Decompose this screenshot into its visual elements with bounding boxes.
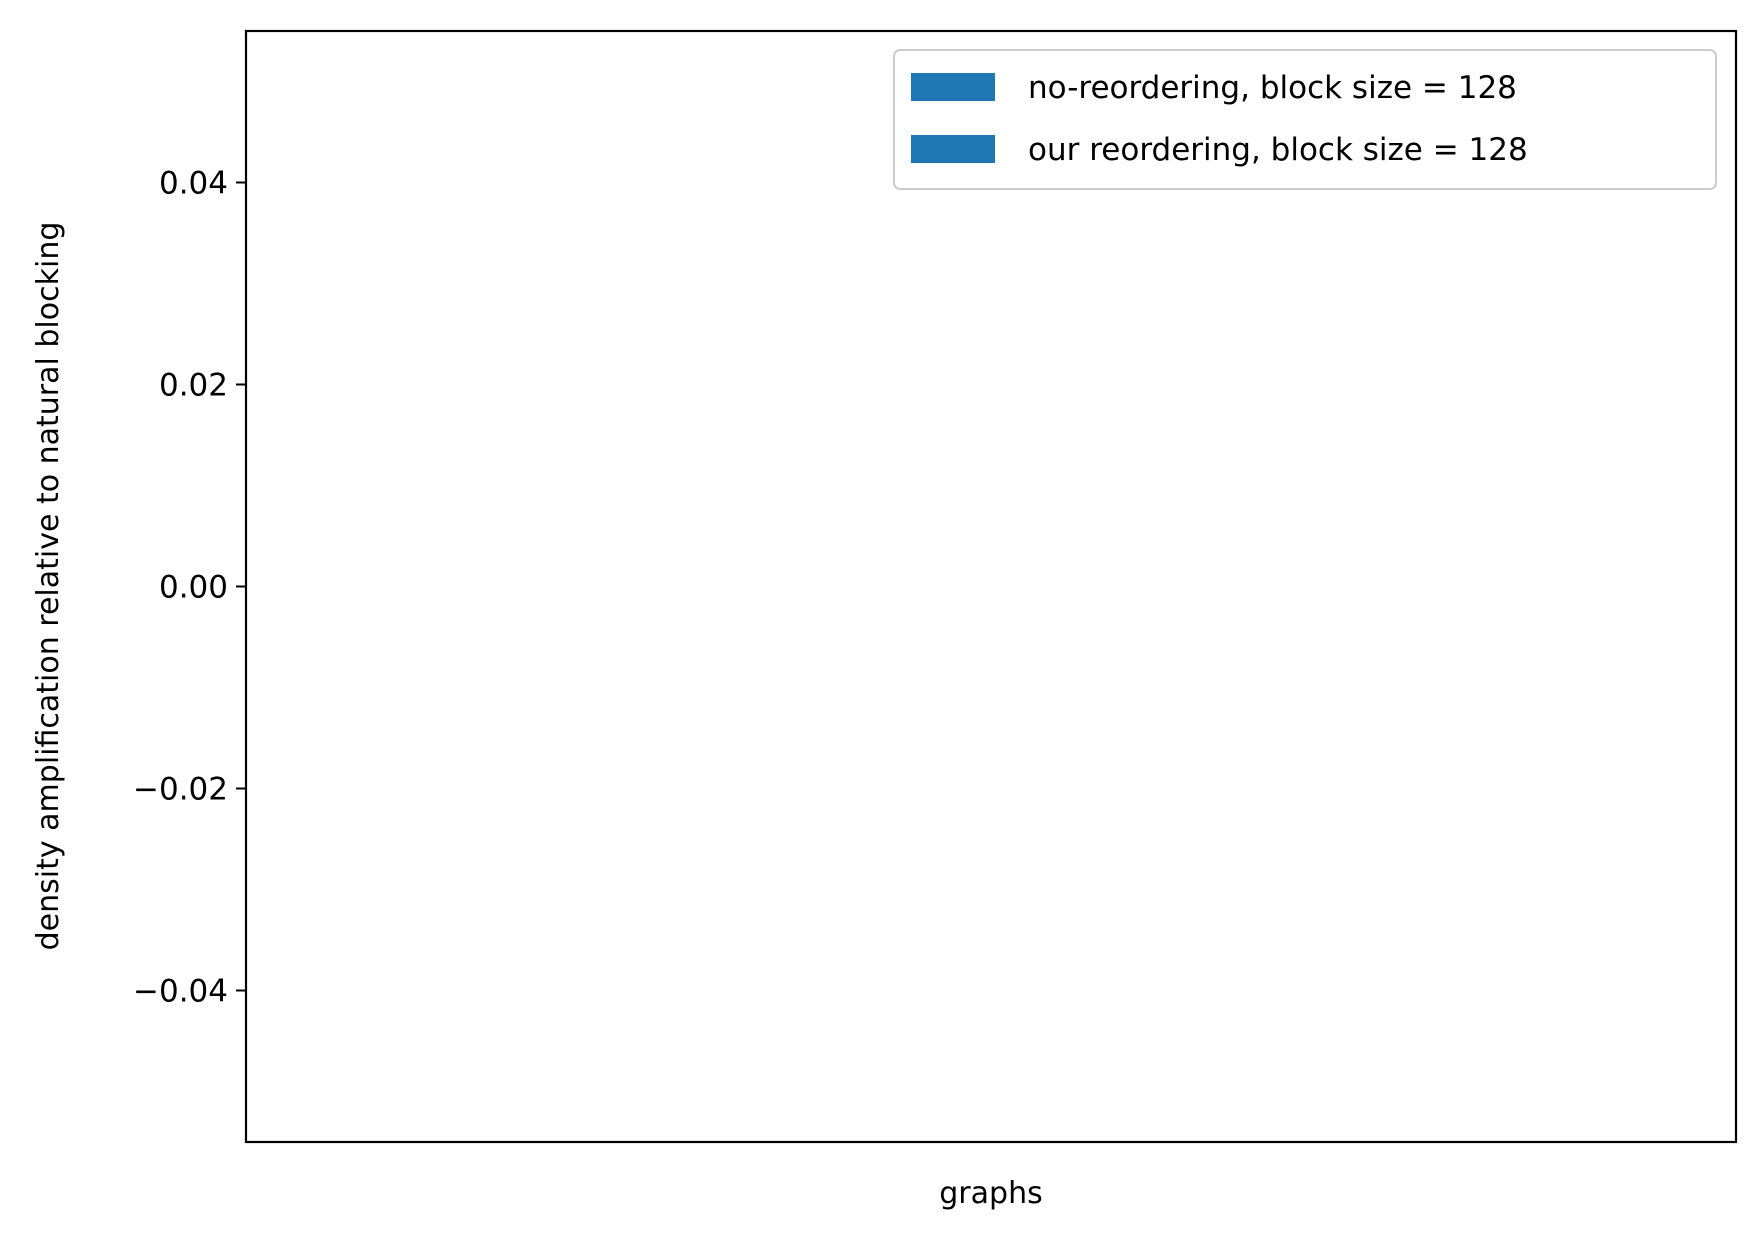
y-axis: −0.04 −0.02 0.00 0.02 0.04 — [133, 166, 246, 1010]
y-axis-label: density amplification relative to natura… — [31, 222, 66, 951]
y-tick-label: −0.02 — [133, 772, 228, 808]
y-tick-label: 0.02 — [159, 368, 228, 404]
y-tick-label: 0.04 — [159, 166, 228, 202]
legend-label: no-reordering, block size = 128 — [1028, 70, 1517, 106]
x-axis-label: graphs — [939, 1176, 1042, 1211]
plot-frame — [244, 29, 1738, 1144]
legend: no-reordering, block size = 128 our reor… — [893, 49, 1717, 190]
legend-label: our reordering, block size = 128 — [1028, 132, 1528, 168]
y-tick-label: 0.00 — [159, 570, 228, 606]
legend-swatch — [911, 135, 995, 163]
legend-box — [893, 49, 1717, 190]
y-tick-label: −0.04 — [133, 974, 228, 1010]
legend-swatch — [911, 73, 995, 101]
